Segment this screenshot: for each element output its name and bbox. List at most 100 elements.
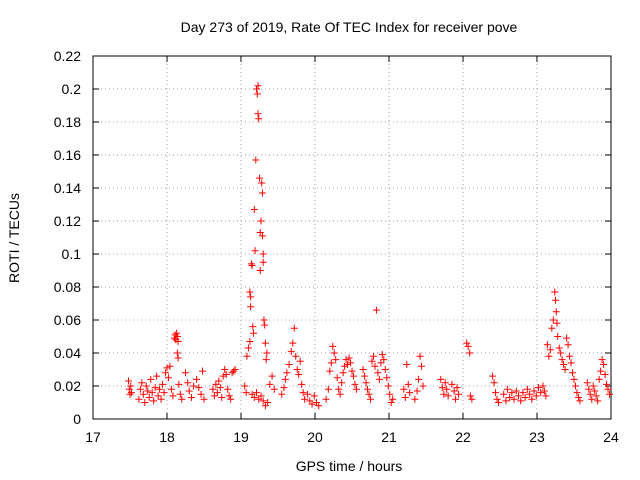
data-point: [453, 384, 461, 392]
data-point: [517, 397, 525, 405]
data-point: [173, 349, 181, 357]
data-point: [278, 390, 286, 398]
data-point: [545, 352, 553, 360]
y-tick-label: 0.14: [54, 180, 81, 196]
data-point: [283, 369, 291, 377]
data-point: [262, 356, 270, 364]
data-point: [241, 382, 249, 390]
data-point: [231, 366, 239, 373]
data-point: [543, 341, 551, 349]
data-point: [552, 308, 560, 316]
data-point: [193, 375, 201, 383]
data-point: [512, 387, 520, 395]
data-point: [552, 296, 559, 304]
data-point: [600, 361, 608, 369]
data-point: [404, 380, 412, 388]
data-point: [489, 372, 497, 380]
data-point: [570, 375, 578, 383]
data-point: [592, 392, 600, 400]
data-point: [419, 382, 427, 390]
data-point: [219, 372, 227, 380]
data-point: [200, 395, 208, 403]
data-point: [246, 337, 254, 345]
data-point: [571, 382, 579, 390]
data-point: [549, 316, 557, 324]
data-point: [537, 389, 545, 397]
data-point: [367, 395, 374, 403]
data-point: [411, 395, 419, 403]
data-point: [190, 382, 198, 390]
chart-title: Day 273 of 2019, Rate Of TEC Index for r…: [181, 19, 518, 35]
data-point: [372, 306, 380, 314]
data-point: [225, 392, 233, 400]
data-point: [598, 356, 606, 364]
y-tick-label: 0.16: [54, 147, 81, 163]
data-point: [444, 392, 452, 400]
x-tick-label: 18: [159, 429, 175, 445]
data-point: [248, 262, 256, 270]
data-point: [495, 399, 503, 406]
data-point: [159, 380, 167, 388]
data-point: [293, 366, 301, 373]
data-point: [604, 385, 612, 393]
x-tick-label: 17: [85, 429, 101, 445]
data-point: [260, 316, 268, 324]
data-point: [569, 369, 577, 377]
data-point: [256, 267, 264, 274]
data-point: [523, 385, 531, 393]
data-point: [573, 389, 581, 397]
data-point: [492, 389, 500, 397]
data-point: [258, 189, 266, 197]
y-tick-label: 0.08: [54, 279, 81, 295]
data-point: [139, 390, 147, 398]
data-point: [443, 385, 451, 393]
data-point: [250, 329, 258, 337]
data-point: [298, 380, 306, 388]
data-point: [381, 366, 389, 373]
data-point: [138, 379, 146, 387]
data-point: [539, 382, 547, 390]
data-point: [176, 390, 184, 398]
data-point: [299, 389, 307, 397]
data-point: [257, 392, 265, 400]
data-point: [551, 288, 559, 296]
data-point: [500, 390, 508, 398]
data-point: [322, 395, 330, 403]
data-point: [384, 382, 392, 390]
x-tick-label: 19: [233, 429, 249, 445]
data-point: [301, 395, 309, 403]
data-point: [468, 395, 476, 403]
data-point: [364, 385, 372, 393]
data-point: [218, 394, 226, 402]
data-point: [292, 352, 300, 360]
data-point: [249, 323, 257, 331]
x-tick-label: 23: [529, 429, 545, 445]
data-point: [413, 387, 421, 395]
data-point: [493, 395, 501, 403]
data-point: [553, 319, 561, 327]
data-point: [574, 394, 582, 402]
x-tick-label: 24: [603, 429, 619, 445]
data-point: [216, 384, 224, 392]
data-point: [546, 346, 554, 354]
y-tick-label: 0.06: [54, 312, 81, 328]
data-point: [466, 392, 474, 400]
data-point: [330, 349, 338, 357]
data-point: [595, 375, 603, 383]
data-point: [603, 380, 611, 388]
data-point: [147, 375, 155, 383]
data-point: [526, 390, 534, 398]
data-point: [368, 357, 376, 365]
data-point: [135, 395, 143, 403]
data-point: [359, 366, 367, 373]
data-point: [389, 395, 397, 403]
data-point: [542, 392, 550, 400]
data-point: [344, 361, 352, 369]
data-point: [268, 372, 276, 380]
data-point: [141, 399, 149, 406]
data-point: [441, 379, 449, 387]
data-point: [555, 344, 563, 352]
data-point: [351, 380, 359, 388]
data-point: [270, 385, 278, 393]
